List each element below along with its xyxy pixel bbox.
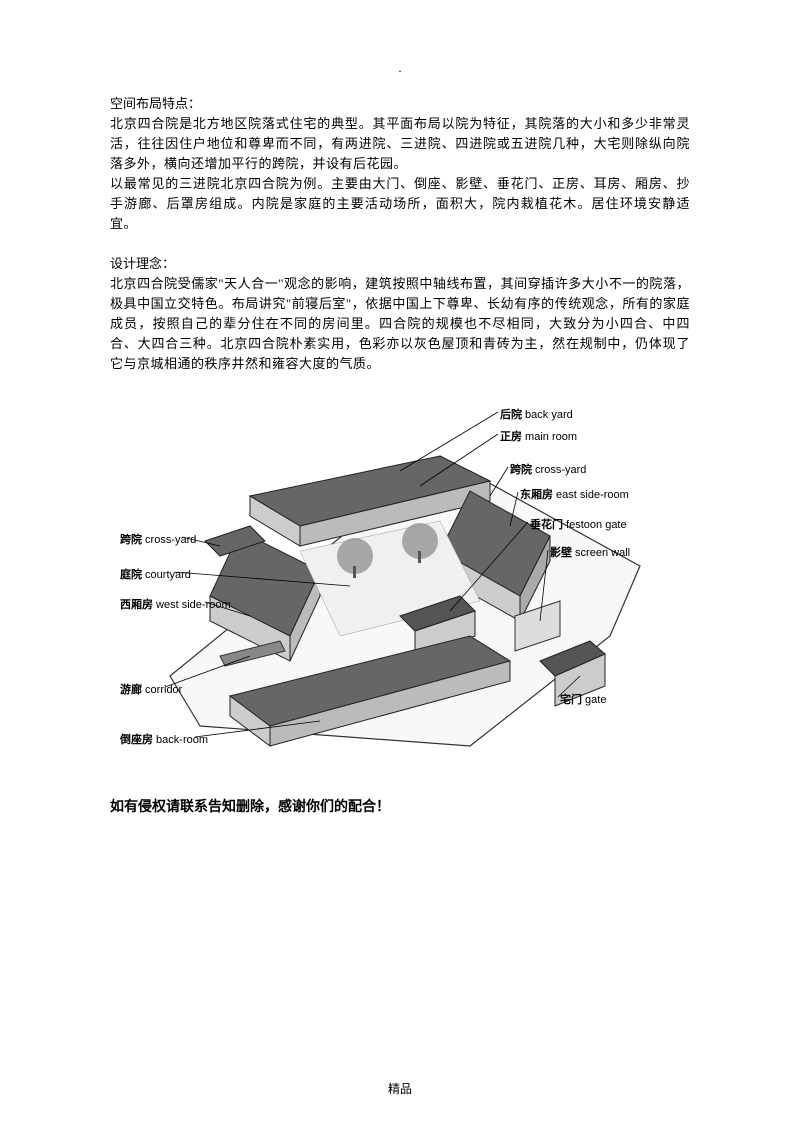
top-marker: . — [110, 60, 690, 76]
section2-paragraph1: 北京四合院受儒家"天人合一"观念的影响，建筑按照中轴线布置，其间穿插许多大小不一… — [110, 274, 690, 374]
diagram-svg — [120, 386, 680, 766]
diagram-label: 正房 main room — [500, 428, 577, 444]
section1-title: 空间布局特点： — [110, 94, 690, 114]
diagram-label: 倒座房 back-room — [120, 731, 208, 747]
copyright-notice: 如有侵权请联系告知删除，感谢你们的配合！ — [110, 796, 690, 816]
diagram-label: 后院 back yard — [500, 406, 573, 422]
diagram-label: 东厢房 east side-room — [520, 486, 629, 502]
section1-paragraph2: 以最常见的三进院北京四合院为例。主要由大门、倒座、影壁、垂花门、正房、耳房、厢房… — [110, 174, 690, 234]
page-footer: 精品 — [0, 1080, 800, 1097]
diagram-label: 垂花门 festoon gate — [530, 516, 627, 532]
siheyuan-diagram: 后院 back yard 正房 main room 跨院 cross-yard 东厢房… — [120, 386, 680, 766]
diagram-label: 跨院 cross-yard — [510, 461, 586, 477]
diagram-label: 影壁 screen wall — [550, 544, 630, 560]
diagram-label: 西厢房 west side-room — [120, 596, 231, 612]
section2-title: 设计理念： — [110, 254, 690, 274]
diagram-label: 游廊 corridor — [120, 681, 182, 697]
diagram-container: 后院 back yard 正房 main room 跨院 cross-yard 东厢房… — [110, 386, 690, 766]
diagram-label: 宅门 gate — [560, 691, 606, 707]
section1-paragraph1: 北京四合院是北方地区院落式住宅的典型。其平面布局以院为特征，其院落的大小和多少非… — [110, 114, 690, 174]
diagram-label: 庭院 courtyard — [120, 566, 191, 582]
diagram-label: 跨院 cross-yard — [120, 531, 196, 547]
